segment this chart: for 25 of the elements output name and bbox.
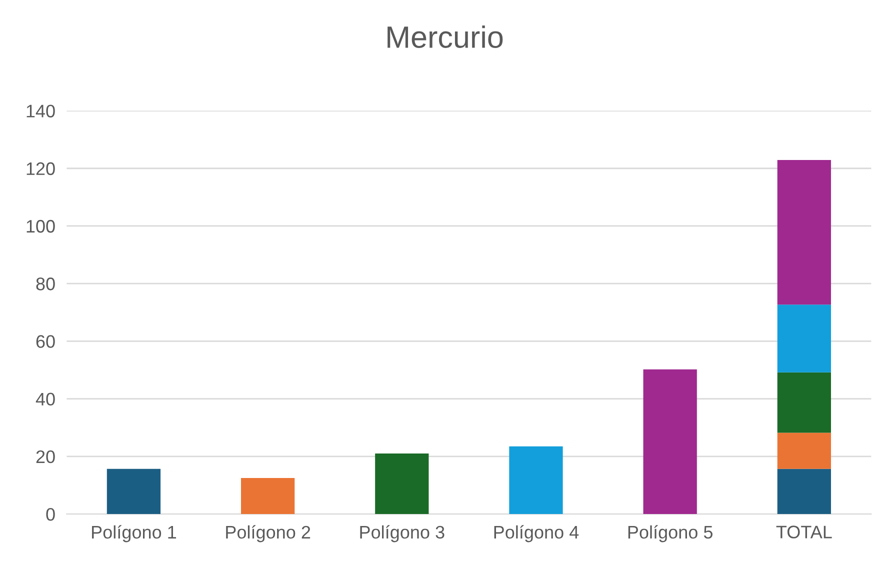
bar	[375, 454, 429, 514]
x-tick-label: Polígono 4	[494, 525, 579, 542]
bar	[777, 432, 831, 469]
bar	[777, 468, 831, 514]
y-tick-label: 20	[36, 450, 55, 464]
bar	[643, 369, 697, 514]
bar	[777, 372, 831, 433]
x-tick-label: TOTAL	[776, 526, 832, 538]
y-tick-label: 140	[26, 104, 55, 118]
chart-title: Mercurio	[388, 26, 503, 48]
x-tick-label: Polígono 2	[226, 525, 310, 542]
bar	[240, 478, 295, 514]
x-tick-label: Polígono 5	[628, 525, 712, 542]
y-tick-label: 120	[26, 162, 55, 176]
bar	[106, 468, 161, 514]
y-tick-label: 100	[26, 220, 55, 233]
bar	[777, 160, 831, 305]
y-tick-label: 80	[36, 278, 55, 290]
y-tick-label: 60	[36, 335, 55, 348]
bar	[777, 304, 831, 372]
x-tick-label: Polígono 3	[360, 525, 444, 542]
y-tick-label: 40	[36, 392, 55, 406]
bar	[509, 446, 563, 514]
y-tick-label: 0	[46, 508, 55, 521]
x-tick-label: Polígono 1	[92, 525, 176, 542]
